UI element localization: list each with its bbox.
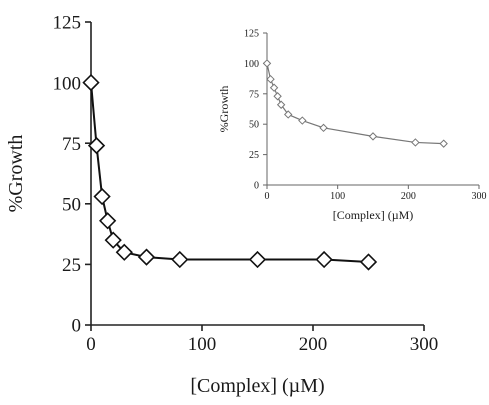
data-point-marker: [115, 243, 133, 261]
x-tick-label: 100: [188, 334, 217, 355]
data-point-marker: [411, 138, 420, 147]
data-point-marker: [315, 250, 333, 269]
y-tick-label: 100: [244, 59, 259, 70]
data-point-marker: [298, 116, 307, 125]
x-axis-label: [Complex] (µM): [190, 375, 324, 397]
data-point-marker: [368, 132, 378, 141]
x-tick-label: 300: [472, 191, 487, 202]
x-tick-label: 200: [401, 191, 416, 202]
y-axis-label: %Growth: [217, 86, 231, 133]
main-chart: 0 25 50 75 100 125 0 100 200 300 [Complex] (µM) %Gr…: [5, 13, 438, 397]
data-point-marker: [439, 139, 448, 148]
data-point-marker: [283, 110, 293, 119]
data-point-marker: [276, 100, 286, 109]
y-tick-label: 0: [254, 181, 259, 192]
x-tick-label: 0: [86, 334, 96, 355]
y-axis-label: %Growth: [5, 135, 27, 213]
data-point-marker: [359, 253, 378, 271]
y-tick-label: 125: [53, 13, 82, 34]
data-point-marker: [93, 187, 111, 206]
x-tick-label: 100: [330, 191, 345, 202]
x-tick-label: 0: [265, 191, 270, 202]
data-point-marker: [99, 212, 117, 230]
y-tick-label: 25: [249, 150, 259, 161]
data-point-marker: [262, 59, 272, 68]
data-point-marker: [273, 92, 282, 101]
data-point-marker: [266, 75, 275, 84]
data-point-marker: [104, 231, 122, 249]
x-tick-label: 300: [410, 334, 439, 355]
y-tick-label: 0: [72, 316, 82, 337]
data-point-marker: [269, 83, 279, 92]
y-tick-label: 125: [244, 29, 259, 40]
inset-chart: 0 25 50 75 100 125 0 100 200 300 [Complex] (µM) %Gr…: [217, 29, 487, 223]
x-tick-label: 200: [299, 334, 328, 355]
data-point-marker: [171, 250, 189, 269]
data-point-marker: [319, 123, 328, 133]
series-line: [266, 63, 444, 145]
data-point-marker: [87, 136, 106, 155]
data-point-marker: [137, 248, 156, 266]
data-point-marker: [248, 250, 267, 269]
y-tick-label: 50: [62, 194, 81, 215]
x-axis-label: [Complex] (µM): [333, 208, 414, 222]
y-tick-label: 75: [62, 134, 81, 155]
y-tick-label: 75: [249, 89, 259, 100]
y-tick-label: 25: [62, 255, 81, 276]
data-point-marker: [82, 73, 100, 92]
y-tick-label: 100: [53, 73, 82, 94]
y-tick-label: 50: [249, 120, 259, 131]
